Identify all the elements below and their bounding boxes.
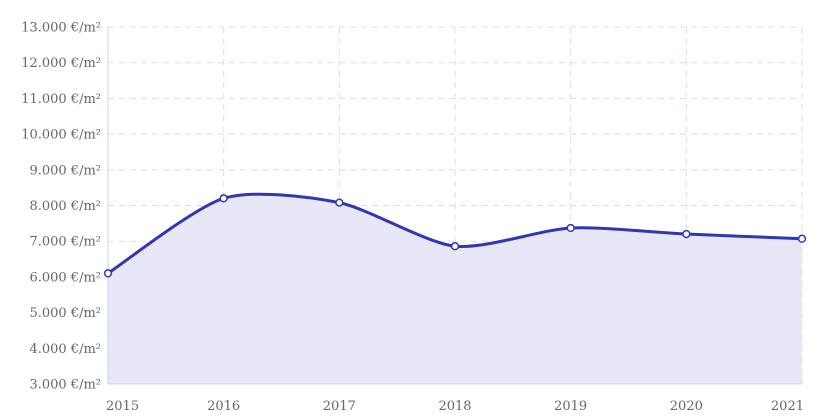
series-0-point-2016 xyxy=(219,194,228,203)
series-0-point-2015 xyxy=(103,269,113,278)
y-axis-tick-label: 4.000 €/m² xyxy=(29,342,101,357)
x-axis-tick-label: 2016 xyxy=(207,399,240,414)
y-axis-tick-label: 11.000 €/m² xyxy=(21,92,101,107)
series-0-point-2019 xyxy=(566,223,575,233)
y-axis-tick-label: 6.000 €/m² xyxy=(29,270,101,285)
x-axis-tick-label: 2020 xyxy=(670,399,703,414)
series-0-point-2017 xyxy=(335,198,344,207)
point-layer xyxy=(103,194,807,278)
y-axis-tick-label: 8.000 €/m² xyxy=(29,199,101,214)
axis-layer xyxy=(107,27,802,385)
series-0-point-2020 xyxy=(682,229,691,239)
y-axis-tick-label: 13.000 €/m² xyxy=(21,21,101,36)
series-0-point-2018 xyxy=(450,242,460,251)
y-axis-tick-label: 3.000 €/m² xyxy=(29,378,101,393)
x-axis-tick-label: 2019 xyxy=(554,399,587,414)
area-layer xyxy=(108,194,802,384)
x-axis-labels: 2015 2016 2017 2018 2019 2020 2021 xyxy=(106,399,804,414)
series-0-point-2021 xyxy=(797,234,807,243)
x-axis-tick-label: 2018 xyxy=(438,399,471,414)
y-axis-tick-label: 5.000 €/m² xyxy=(29,306,101,321)
y-axis-tick-label: 10.000 €/m² xyxy=(21,128,101,143)
x-axis-tick-label: 2017 xyxy=(323,399,356,414)
y-axis-tick-label: 12.000 €/m² xyxy=(21,56,101,71)
x-axis-tick-label: 2015 xyxy=(106,399,139,414)
x-axis-tick-label: 2021 xyxy=(771,399,804,414)
y-axis-labels: 3.000 €/m² 4.000 €/m² 5.000 €/m² 6.000 €/m²… xyxy=(21,21,101,393)
series-0-area xyxy=(108,194,802,384)
y-axis-tick-label: 7.000 €/m² xyxy=(29,235,101,250)
y-axis-tick-label: 9.000 €/m² xyxy=(29,163,101,178)
